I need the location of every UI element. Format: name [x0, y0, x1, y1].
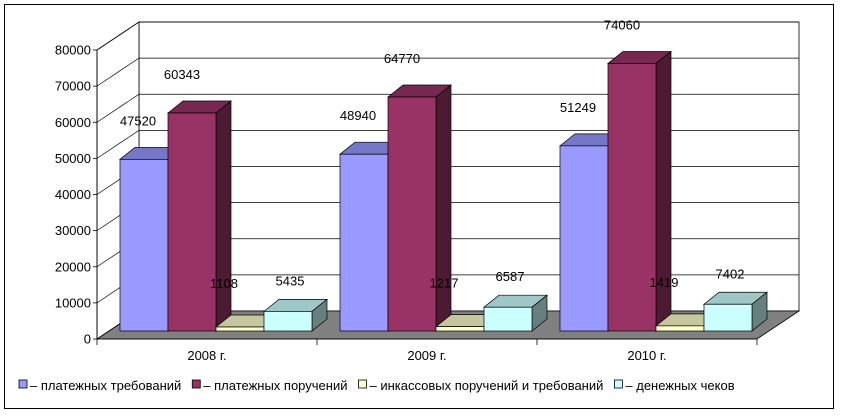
data-label: 5435 — [276, 273, 305, 288]
gridline — [96, 21, 799, 51]
bar-front — [655, 325, 705, 332]
bar-side — [215, 100, 232, 332]
bar — [387, 84, 452, 332]
data-label: 47520 — [120, 113, 156, 128]
bar-front — [559, 145, 609, 332]
gridline — [96, 57, 799, 87]
bar-front — [339, 153, 389, 332]
legend-swatch — [358, 379, 367, 389]
data-label: 1217 — [430, 276, 459, 291]
x-tick-label: 2008 г. — [187, 348, 226, 363]
y-tick-label: 40000 — [55, 187, 91, 202]
y-tick-label: 80000 — [55, 43, 91, 58]
legend-swatch — [18, 379, 28, 389]
bar-front — [263, 311, 313, 332]
bar-front — [167, 112, 217, 332]
data-labels: 47520 60343 1108 5435 48940 64770 1217 6587 5124… — [120, 17, 745, 291]
data-label: 7402 — [716, 266, 745, 281]
y-axis: 0 10000 20000 30000 40000 50000 60000 70000 8000… — [55, 43, 98, 347]
legend-label: – инкассовых поручений и требований — [369, 378, 603, 393]
legend-label: – денежных чеков — [625, 378, 734, 393]
x-axis: 2008 г. 2009 г. 2010 г. — [96, 338, 758, 363]
data-label: 1108 — [210, 276, 238, 291]
bar — [703, 291, 768, 332]
legend-swatch — [191, 379, 201, 389]
y-tick-label: 20000 — [55, 259, 91, 274]
data-label: 48940 — [340, 108, 376, 123]
y-tick-label: 10000 — [55, 295, 91, 310]
data-label: 60343 — [164, 67, 200, 82]
y-tick-label: 60000 — [55, 115, 91, 130]
data-label: 51249 — [560, 100, 596, 115]
bar — [483, 294, 548, 332]
bar-front — [387, 96, 437, 332]
x-tick-label: 2009 г. — [407, 348, 446, 363]
y-tick-label: 70000 — [55, 79, 91, 94]
x-tick-label: 2010 г. — [627, 348, 666, 363]
data-label: 1419 — [650, 275, 679, 290]
bar-front — [119, 158, 169, 332]
bar — [607, 50, 672, 332]
legend-label: – платежных поручений — [203, 378, 347, 393]
bar-side — [435, 84, 452, 332]
bar-front — [607, 63, 657, 332]
data-label: 74060 — [604, 17, 640, 32]
bar-front — [435, 326, 485, 332]
gridline — [96, 93, 799, 123]
bar-front — [215, 326, 265, 332]
bar-front — [483, 306, 533, 332]
y-tick-label: 0 — [84, 332, 91, 347]
gridline — [96, 130, 799, 159]
bars — [119, 50, 768, 332]
bar — [263, 298, 328, 332]
data-label: 64770 — [384, 51, 420, 66]
legend-swatch — [613, 379, 623, 389]
bar — [167, 100, 232, 332]
y-tick-label: 30000 — [55, 223, 91, 238]
legend-label: – платежных требований — [30, 378, 181, 393]
legend: – платежных требований – платежных поруче… — [18, 378, 735, 393]
y-tick-label: 50000 — [55, 151, 91, 166]
bar-front — [703, 303, 753, 332]
data-label: 6587 — [496, 269, 525, 284]
